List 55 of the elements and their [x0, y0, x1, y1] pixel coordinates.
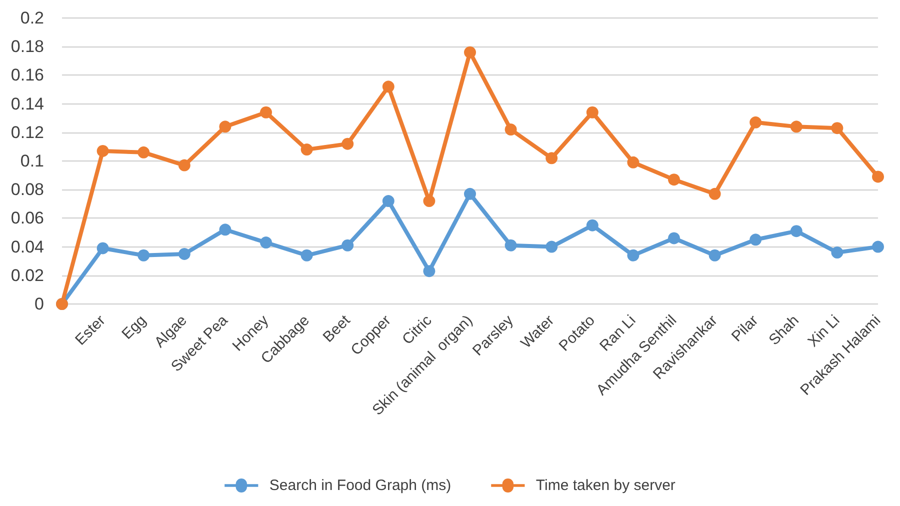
y-tick-label: 0.08 [10, 180, 44, 200]
point [546, 152, 558, 164]
point [586, 219, 598, 232]
point [750, 234, 762, 246]
point [300, 144, 313, 156]
point [790, 120, 802, 133]
point [750, 116, 762, 128]
y-tick-label: 0 [34, 294, 44, 314]
y-tick-label: 0.14 [10, 94, 44, 114]
point [464, 46, 476, 58]
point [300, 249, 313, 262]
x-tick-label: Xin Li [804, 312, 844, 351]
y-tick-label: 0.02 [10, 266, 44, 285]
point [546, 240, 558, 253]
y-tick-label: 0.12 [10, 122, 44, 142]
point [668, 232, 680, 244]
point [464, 188, 476, 200]
point [342, 138, 354, 150]
point [96, 242, 109, 254]
point [178, 248, 190, 260]
point [627, 156, 640, 168]
point [138, 249, 150, 262]
point [831, 246, 844, 259]
point [260, 106, 272, 118]
y-tick-label: 0.18 [10, 37, 44, 56]
y-tick-label: 0.04 [10, 237, 44, 256]
point [219, 120, 232, 133]
point [586, 106, 598, 118]
legend-label: Time taken by server [536, 477, 676, 494]
point [668, 174, 680, 186]
y-tick-label: 0.2 [20, 8, 44, 28]
point [138, 146, 150, 158]
point [504, 124, 517, 136]
point [260, 236, 272, 249]
point [627, 249, 640, 262]
point [831, 122, 844, 134]
point [219, 224, 232, 236]
point [872, 170, 884, 183]
point [708, 188, 721, 200]
point [790, 225, 802, 238]
y-tick-label: 0.1 [20, 152, 44, 170]
y-tick-label: 0.16 [10, 66, 44, 85]
point [504, 239, 517, 252]
point [708, 249, 721, 262]
point [872, 240, 884, 253]
point [342, 239, 354, 252]
legend-label: Search in Food Graph (ms) [269, 477, 452, 494]
point [178, 159, 190, 172]
point [423, 195, 436, 208]
point [96, 144, 109, 157]
x-tick-label: Egg [118, 312, 150, 343]
point [382, 195, 394, 208]
point [423, 265, 436, 278]
y-tick-label: 0.06 [10, 208, 44, 228]
point [382, 80, 394, 93]
